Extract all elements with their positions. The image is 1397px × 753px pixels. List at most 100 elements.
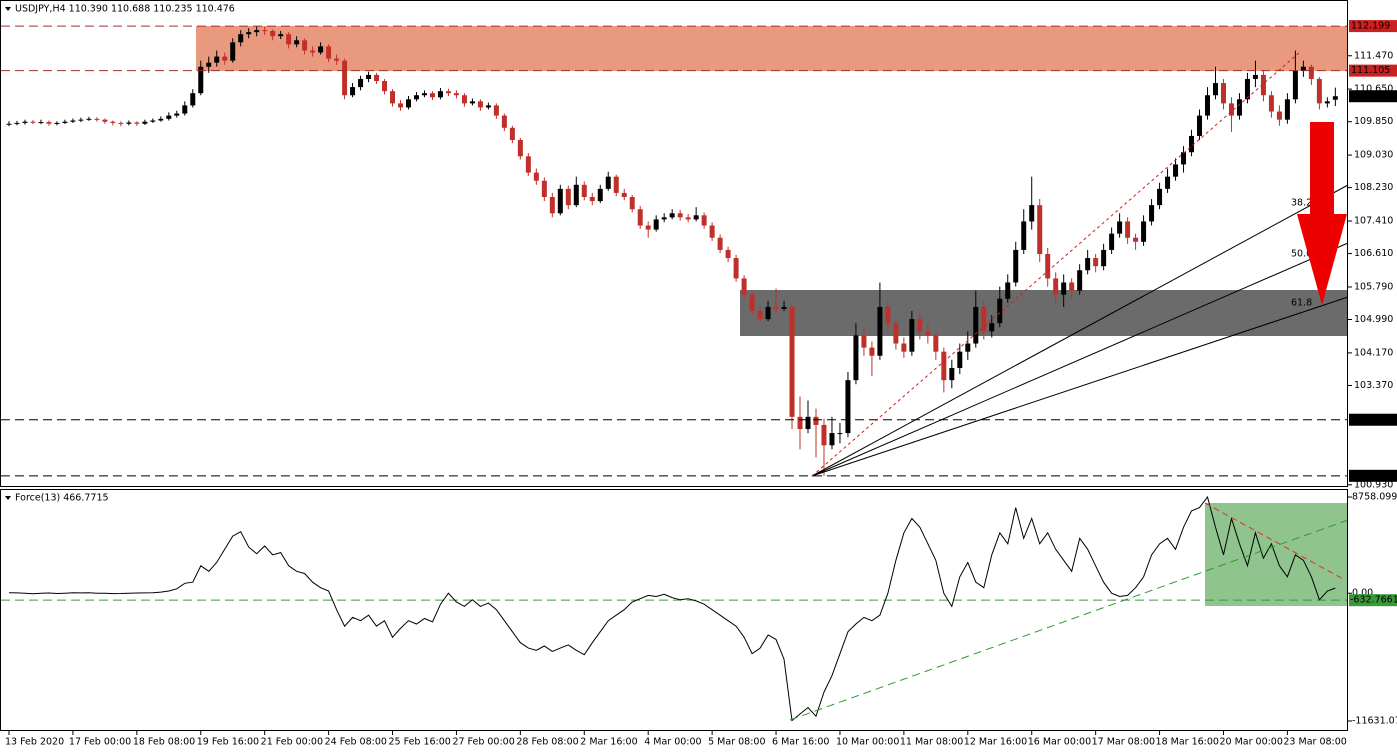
candle-body	[997, 298, 1003, 324]
marks	[1, 25, 1348, 722]
candle-body	[398, 103, 404, 108]
candle-body	[421, 93, 427, 96]
y-tick-label: 104.990	[1354, 314, 1393, 325]
candle-body	[973, 306, 979, 344]
candle-body	[693, 215, 699, 220]
candle-body	[334, 58, 340, 61]
candle-body	[6, 123, 12, 125]
candle-body	[757, 310, 763, 320]
indicator-title: Force(13) 466.7715	[15, 493, 109, 504]
candle-body	[605, 176, 611, 189]
candle-body	[270, 30, 276, 37]
candle-body	[190, 93, 196, 106]
candle-body	[350, 87, 356, 96]
x-tick-label: 2 Mar 16:00	[580, 737, 637, 748]
force-line	[8, 495, 1336, 722]
candle-body	[501, 115, 507, 128]
candle-body	[749, 294, 755, 311]
candle-body	[813, 416, 819, 425]
candle-body	[214, 56, 220, 63]
candle-body	[166, 115, 172, 119]
candle-body	[182, 105, 188, 114]
level-label-bg	[1349, 469, 1397, 482]
x-tick-label: 16 Mar 00:00	[1028, 737, 1091, 748]
candle-body	[1157, 188, 1163, 206]
fan-line	[811, 184, 1349, 477]
y-tick-label: 8758.0996	[1352, 492, 1397, 503]
candle-body	[254, 30, 260, 33]
level-label: 111.105	[1351, 65, 1390, 76]
candle-body	[1013, 249, 1019, 283]
fib-fan	[811, 51, 1349, 477]
candle-body	[1244, 78, 1250, 100]
candle-body	[366, 74, 372, 79]
x-tick-label: 6 Mar 16:00	[772, 737, 829, 748]
candle-body	[14, 122, 20, 124]
candle-body	[533, 172, 539, 181]
candle-body	[1212, 83, 1218, 96]
support-zone	[740, 290, 1348, 336]
level-label: 101.150	[1351, 470, 1390, 481]
candle-body	[30, 121, 36, 123]
candle-body	[573, 184, 579, 206]
candle-body	[1029, 205, 1035, 222]
candle-body	[477, 101, 483, 108]
candle-body	[382, 81, 388, 92]
candle-body	[1077, 270, 1083, 291]
candle-body	[597, 188, 603, 202]
x-tick-label: 24 Feb 08:00	[325, 737, 387, 748]
candle-body	[1045, 253, 1051, 279]
y-tick-label: 109.850	[1354, 116, 1393, 127]
candle-body	[429, 93, 435, 98]
candle-body	[238, 34, 244, 43]
x-tick-label: 11 Mar 08:00	[900, 737, 963, 748]
x-tick-label: 12 Mar 16:00	[964, 737, 1027, 748]
candle-body	[1149, 205, 1155, 222]
candle-body	[765, 306, 771, 320]
candle-body	[685, 217, 691, 220]
candle-body	[110, 121, 116, 123]
x-tick-label: 17 Feb 00:00	[69, 737, 131, 748]
candle-body	[1021, 221, 1027, 250]
candle-body	[589, 197, 595, 202]
candle-body	[829, 433, 835, 446]
candle-body	[198, 66, 204, 94]
candle-body	[1284, 99, 1290, 120]
candle-body	[1236, 99, 1242, 116]
candle-body	[885, 306, 891, 324]
candle-body	[1085, 258, 1091, 271]
candle-body	[358, 78, 364, 88]
candle-body	[957, 351, 963, 368]
x-tick-label: 18 Feb 08:00	[133, 737, 195, 748]
candle-body	[1276, 111, 1282, 120]
candle-body	[861, 335, 867, 348]
candle-body	[797, 416, 803, 430]
candle-body	[1268, 95, 1274, 112]
x-tick-label: 23 Mar 08:00	[1283, 737, 1346, 748]
x-tick-label: 4 Mar 00:00	[644, 737, 701, 748]
y-tick-label: 103.370	[1354, 380, 1393, 391]
candle-body	[917, 319, 923, 332]
candle-body	[901, 343, 907, 352]
x-tick-label: 20 Mar 00:00	[1219, 737, 1282, 748]
resistance-zone	[196, 26, 1348, 71]
candle-body	[541, 180, 547, 198]
candle-body	[1117, 221, 1123, 234]
y-tick-label: 0.00	[1352, 588, 1373, 599]
candle-body	[310, 50, 316, 53]
candle-body	[853, 335, 859, 381]
force-frame	[0, 489, 1348, 731]
candle-body	[158, 118, 164, 121]
x-tick-label: 17 Mar 08:00	[1092, 737, 1155, 748]
candle-body	[453, 93, 459, 96]
level-label-bg	[1349, 413, 1397, 426]
y-tick-label: 111.470	[1354, 50, 1393, 61]
candle-body	[278, 34, 284, 37]
candle-body	[118, 122, 124, 124]
candle-body	[1324, 101, 1330, 104]
candle-body	[374, 74, 380, 81]
candle-body	[1101, 249, 1107, 267]
candle-body	[925, 331, 931, 336]
candle-body	[549, 197, 555, 214]
